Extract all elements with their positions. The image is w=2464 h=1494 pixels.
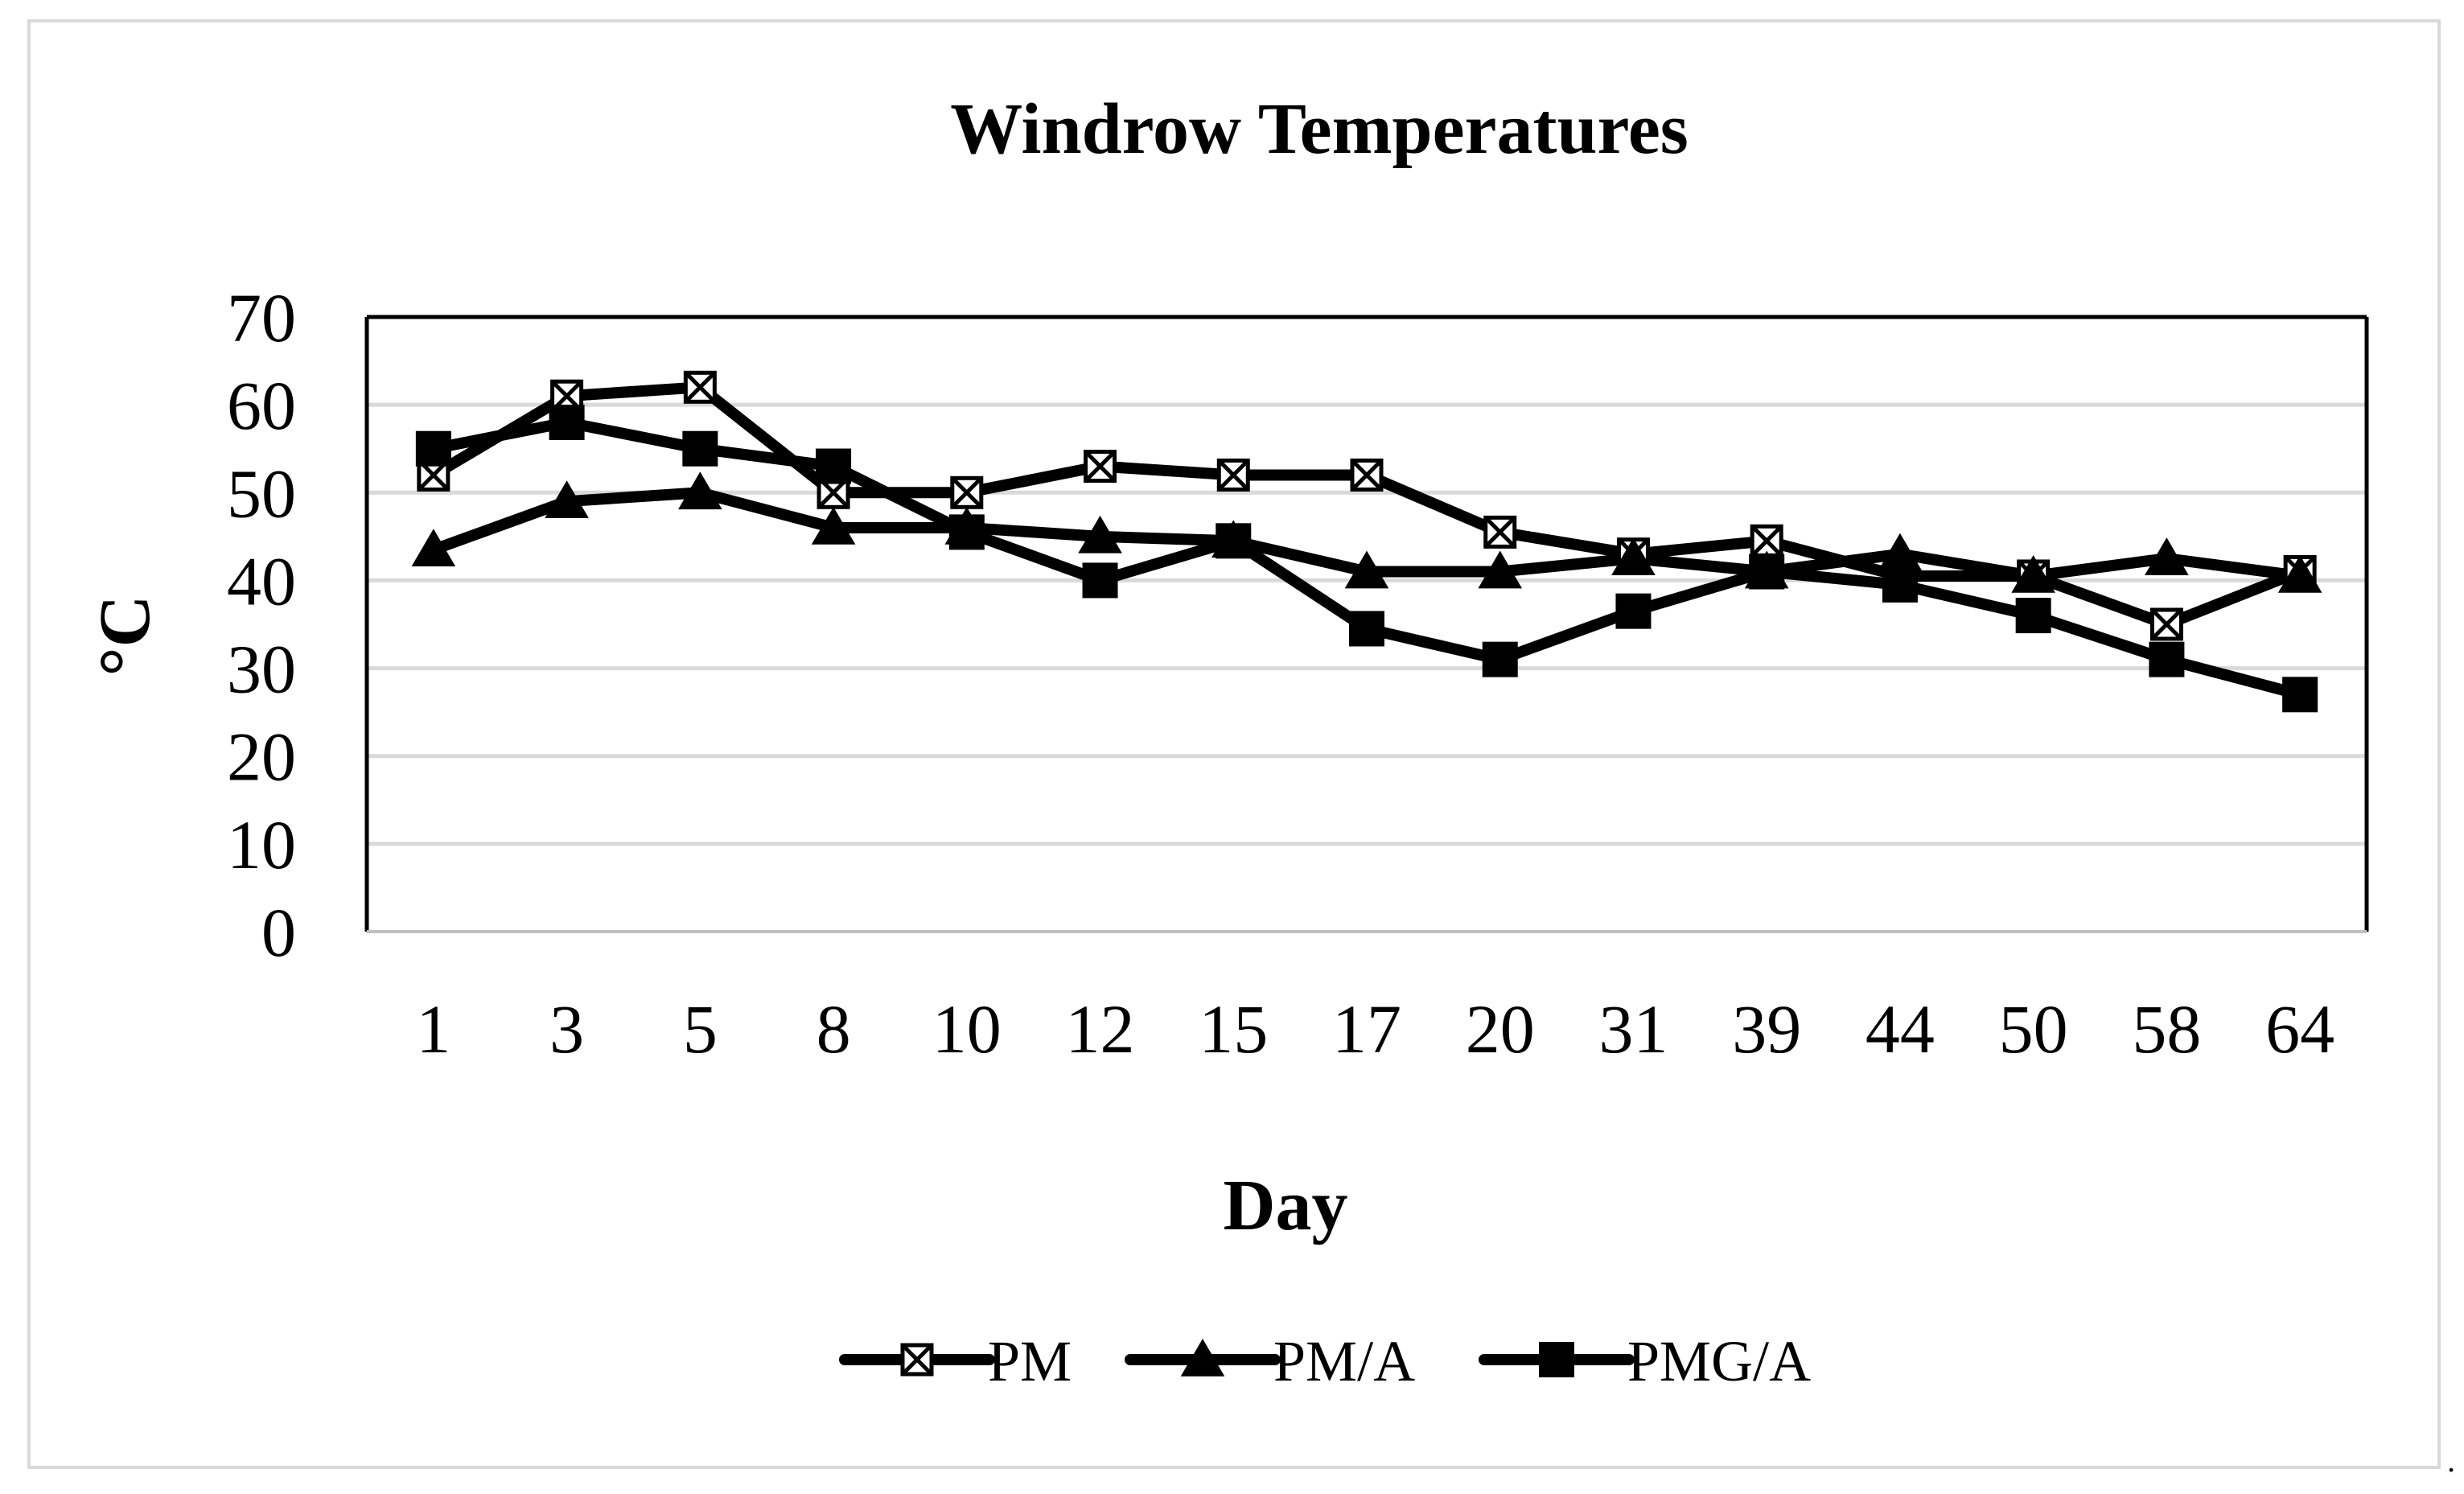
data-point-pmg-a bbox=[2149, 641, 2185, 677]
marker-cross bbox=[951, 476, 983, 509]
data-point-pmg-a bbox=[1615, 593, 1652, 629]
data-point-pm bbox=[2149, 607, 2183, 641]
y-tick-label: 20 bbox=[227, 718, 296, 796]
x-tick-label: 64 bbox=[2265, 990, 2334, 1068]
marker-cross bbox=[901, 1344, 933, 1376]
x-tick-label: 12 bbox=[1066, 990, 1135, 1068]
x-tick-label: 3 bbox=[549, 990, 584, 1068]
legend: PM PM/A PMG/A bbox=[839, 1329, 1811, 1393]
y-tick-label: 30 bbox=[227, 631, 296, 708]
data-point-pm bbox=[1084, 450, 1117, 484]
chart-frame bbox=[27, 19, 2441, 1469]
x-tick-label: 15 bbox=[1199, 990, 1268, 1068]
data-point-pm-a bbox=[545, 480, 589, 518]
data-point-pm-a bbox=[2145, 537, 2189, 575]
chart-title: Windrow Temperatures bbox=[950, 89, 1689, 169]
data-point-pm-a bbox=[678, 471, 722, 510]
data-point-pmg-a bbox=[415, 430, 451, 467]
data-point-pm-a bbox=[2011, 554, 2055, 593]
x-axis-ticks: 1 3 5 8 10 12 15 17 20 31 39 44 50 58 64 bbox=[416, 990, 2334, 1068]
data-point-pm-a bbox=[1344, 550, 1389, 589]
data-point-pmg-a bbox=[549, 404, 585, 440]
data-point-pm bbox=[1750, 524, 1783, 558]
legend-marker bbox=[1180, 1339, 1225, 1377]
legend-item-pm-a: PM/A bbox=[1125, 1329, 1415, 1393]
marker-cross bbox=[1084, 450, 1117, 483]
y-tick-label: 60 bbox=[227, 367, 296, 444]
data-point-pm-a bbox=[1478, 550, 1523, 589]
y-tick-label: 10 bbox=[227, 806, 296, 883]
data-point-pm bbox=[683, 370, 717, 404]
data-point-pmg-a bbox=[816, 448, 852, 484]
marker-cross bbox=[1351, 459, 1383, 492]
y-tick-label: 40 bbox=[227, 542, 296, 619]
data-point-pmg-a bbox=[1482, 641, 1518, 677]
data-point-pm bbox=[1350, 458, 1384, 492]
trailing-dot: . bbox=[2447, 1443, 2455, 1479]
x-tick-label: 1 bbox=[416, 990, 450, 1068]
x-tick-label: 58 bbox=[2132, 990, 2201, 1068]
x-tick-label: 8 bbox=[817, 990, 851, 1068]
data-point-pm-a bbox=[1078, 515, 1122, 554]
x-tick-label: 5 bbox=[683, 990, 718, 1068]
x-tick-label: 17 bbox=[1332, 990, 1401, 1068]
data-point-pm-a bbox=[1611, 537, 1656, 575]
x-tick-label: 39 bbox=[1732, 990, 1801, 1068]
data-point-pmg-a bbox=[1349, 611, 1384, 647]
y-axis-ticks: 0 10 20 30 40 50 60 70 bbox=[227, 279, 296, 971]
data-point-pm-a bbox=[1878, 533, 1923, 571]
y-tick-label: 0 bbox=[261, 894, 296, 971]
data-point-pmg-a bbox=[948, 514, 985, 550]
legend-label: PM bbox=[988, 1329, 1072, 1393]
data-point-pm-a bbox=[2277, 554, 2322, 593]
legend-marker bbox=[900, 1343, 934, 1377]
data-point-pm bbox=[1483, 515, 1517, 549]
y-axis-title: °C bbox=[85, 595, 165, 677]
marker-cross bbox=[2150, 608, 2183, 640]
legend-label: PM/A bbox=[1273, 1329, 1415, 1393]
series-markers bbox=[411, 370, 2322, 713]
x-tick-label: 31 bbox=[1598, 990, 1668, 1068]
data-point-pm-a bbox=[811, 506, 856, 545]
legend-label: PMG/A bbox=[1627, 1329, 1811, 1393]
data-point-pmg-a bbox=[2015, 598, 2051, 634]
x-tick-label: 10 bbox=[932, 990, 1002, 1068]
x-tick-label: 50 bbox=[1999, 990, 2068, 1068]
data-point-pm bbox=[950, 475, 984, 509]
y-tick-label: 70 bbox=[227, 279, 296, 356]
legend-item-pm: PM bbox=[839, 1329, 1072, 1393]
x-tick-label: 44 bbox=[1865, 990, 1935, 1068]
legend-marker bbox=[1539, 1342, 1574, 1377]
data-point-pmg-a bbox=[1749, 554, 1785, 590]
data-point-pm-a bbox=[411, 529, 456, 567]
data-point-pm bbox=[1216, 458, 1250, 492]
marker-cross bbox=[1483, 516, 1516, 549]
data-point-pmg-a bbox=[1216, 523, 1252, 559]
marker-cross bbox=[684, 371, 717, 404]
x-axis-title: Day bbox=[1224, 1166, 1348, 1245]
data-point-pmg-a bbox=[1082, 562, 1118, 599]
legend-item-pmg-a: PMG/A bbox=[1479, 1329, 1811, 1393]
data-point-pmg-a bbox=[2282, 677, 2318, 713]
plot-border bbox=[364, 315, 2369, 933]
marker-cross bbox=[1217, 459, 1250, 492]
data-point-pmg-a bbox=[1882, 566, 1918, 603]
y-tick-label: 50 bbox=[227, 455, 296, 532]
marker-cross bbox=[1750, 525, 1783, 558]
data-point-pmg-a bbox=[682, 430, 718, 467]
x-tick-label: 20 bbox=[1466, 990, 1535, 1068]
